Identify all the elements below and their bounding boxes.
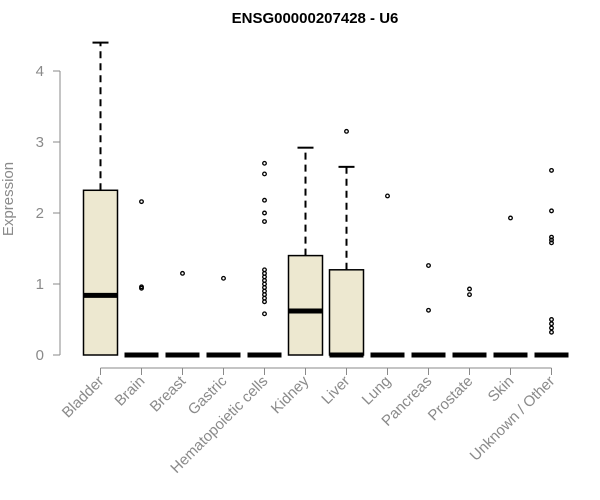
x-tick-label: Kidney (268, 372, 313, 417)
outlier-point (262, 219, 267, 224)
y-tick-label: 1 (36, 276, 44, 293)
outlier-point (426, 307, 431, 313)
chart-title: ENSG00000207428 - U6 (232, 10, 399, 27)
box-hematopoietic-cells (247, 160, 282, 358)
outlier-point (467, 286, 472, 292)
outlier-point (180, 270, 185, 276)
outlier-point (549, 321, 554, 327)
y-tick-label: 0 (36, 347, 44, 364)
box-group (82, 41, 569, 358)
outlier-point (549, 329, 554, 335)
outlier-point (344, 128, 349, 134)
y-tick-label: 4 (36, 63, 44, 80)
box-kidney (287, 146, 324, 356)
x-tick-label: Prostate (425, 373, 477, 425)
outlier-point (139, 199, 144, 205)
outlier-point (426, 263, 431, 268)
box-breast (165, 270, 200, 358)
outlier-point (262, 197, 267, 203)
box-unknown-other (534, 167, 569, 358)
box-gastric (206, 275, 241, 358)
x-tick-label: Breast (147, 372, 190, 415)
box-prostate (452, 286, 487, 358)
outlier-point (549, 237, 554, 243)
outlier-point (262, 210, 267, 216)
box-pancreas (411, 263, 446, 358)
y-axis: 0 1 2 3 4 (36, 63, 61, 364)
box-lung (370, 193, 405, 358)
outlier-point (549, 325, 554, 331)
y-tick-label: 2 (36, 205, 44, 222)
outlier-point (549, 208, 554, 214)
x-tick-label: Skin (485, 373, 518, 406)
box-liver (328, 128, 365, 358)
outlier-point (549, 240, 554, 246)
outlier-point (549, 317, 554, 322)
outlier-point (467, 292, 472, 298)
box-bladder (82, 41, 119, 356)
outlier-point (262, 299, 267, 305)
outlier-point (549, 234, 554, 240)
box-body (328, 269, 365, 356)
outlier-point (139, 285, 144, 291)
box-body (287, 254, 324, 356)
x-tick-label: Lung (359, 373, 395, 409)
x-tick-label: Bladder (59, 373, 108, 422)
outlier-point (262, 171, 267, 177)
outlier-point (549, 167, 554, 173)
outlier-point (262, 160, 267, 166)
outlier-point (221, 275, 226, 281)
x-tick-label: Liver (318, 373, 353, 408)
y-axis-label: Expression (0, 162, 17, 236)
y-tick-label: 3 (36, 134, 44, 151)
x-tick-label: Brain (112, 373, 149, 410)
box-brain (124, 199, 159, 358)
box-skin (493, 215, 528, 358)
outlier-point (262, 311, 267, 317)
box-body (82, 189, 119, 356)
outlier-point (385, 193, 390, 199)
outlier-point (508, 215, 513, 221)
